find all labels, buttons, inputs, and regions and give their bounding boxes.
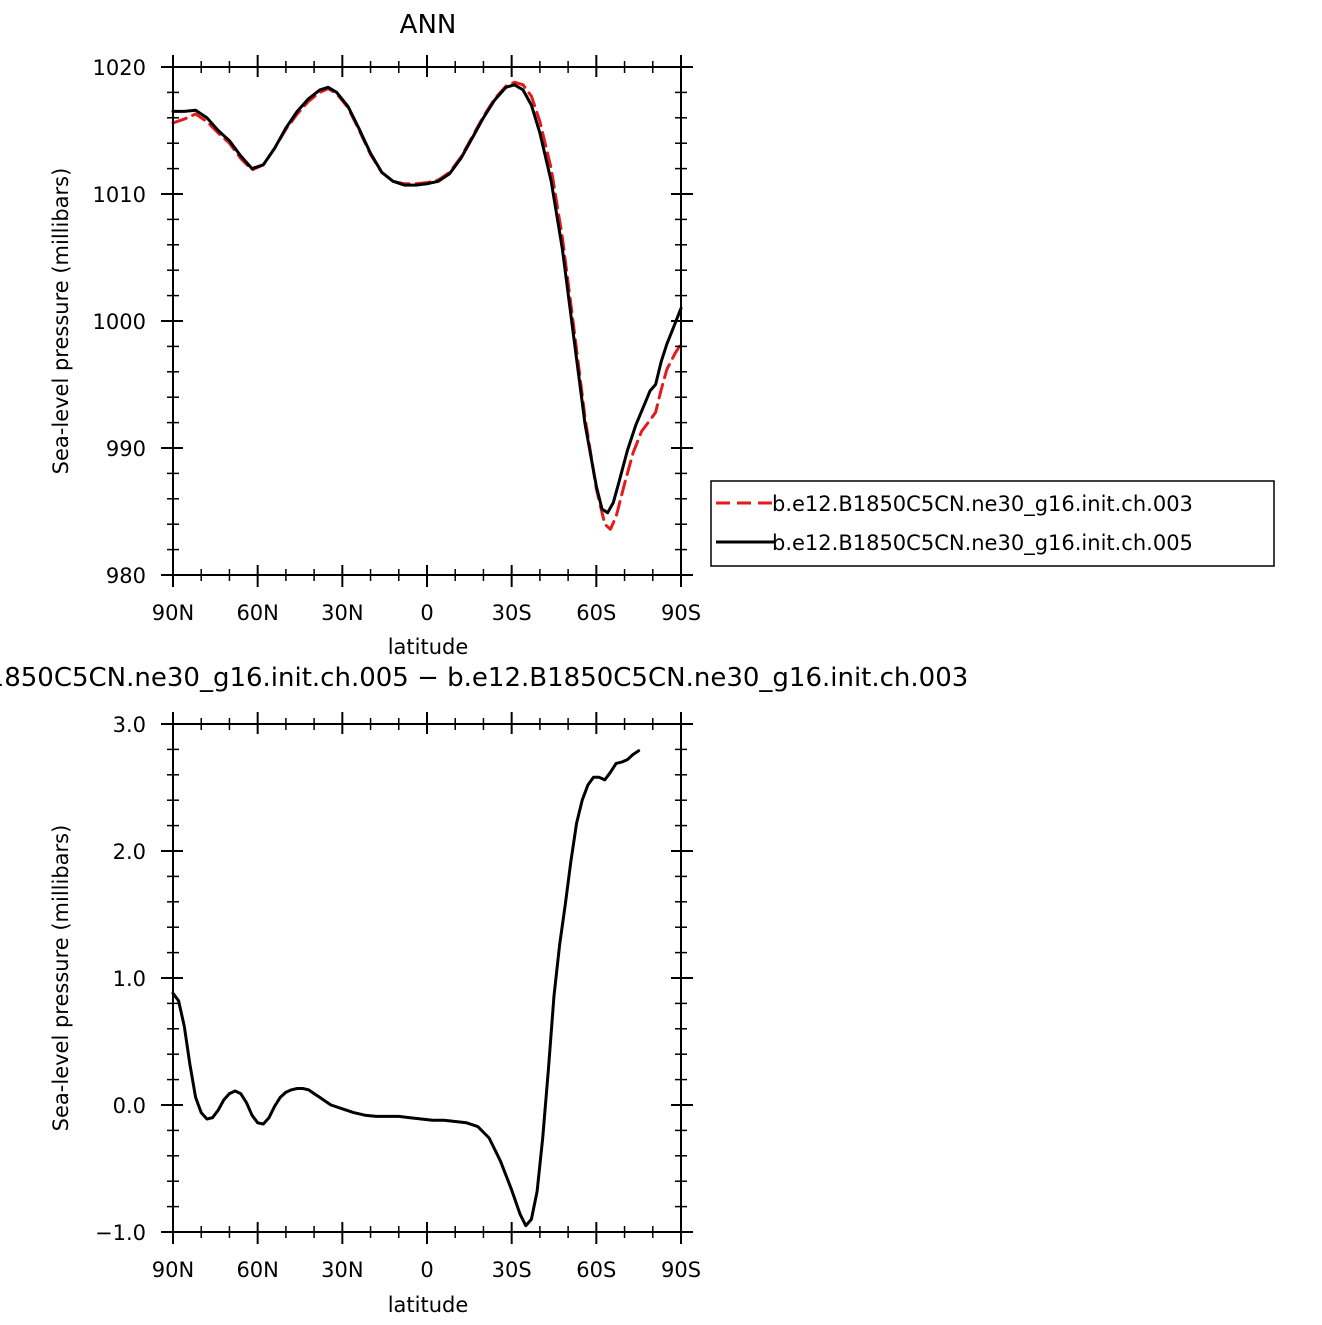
y-tick-label: 1010 <box>93 183 146 207</box>
y-tick-label: 1020 <box>93 56 146 80</box>
y-tick-label: 0.0 <box>113 1094 146 1118</box>
top-chart-title: ANN <box>400 10 457 40</box>
x-tick-label: 90S <box>661 1258 701 1282</box>
x-tick-label: 60N <box>236 1258 278 1282</box>
top-chart: ANN 90N 60N 30N 0 30S 60S 90S 980 990 1000 1010 102… <box>49 10 1275 659</box>
y-tick-label: 1.0 <box>113 967 146 991</box>
y-tick-label: 3.0 <box>113 713 146 737</box>
bottom-plot-frame <box>172 723 682 1233</box>
x-tick-label: 90N <box>152 1258 194 1282</box>
bottom-y-axis-label: Sea-level pressure (millibars) <box>49 825 73 1132</box>
x-tick-label: 30S <box>492 1258 532 1282</box>
y-tick-label: 1000 <box>93 310 146 334</box>
x-tick-label: 0 <box>420 601 433 625</box>
x-tick-label: 90S <box>661 601 701 625</box>
top-plot-frame <box>172 66 682 576</box>
x-tick-label: 30N <box>321 1258 363 1282</box>
x-tick-label: 60N <box>236 601 278 625</box>
y-tick-label: 980 <box>106 564 146 588</box>
top-y-axis-label: Sea-level pressure (millibars) <box>49 168 73 475</box>
series-line-1-0 <box>171 749 641 1228</box>
bottom-chart-title: b.e12.B1850C5CN.ne30_g16.init.ch.005 − b… <box>0 663 968 693</box>
bottom-chart: b.e12.B1850C5CN.ne30_g16.init.ch.005 − b… <box>0 663 968 1317</box>
y-tick-label: 990 <box>106 437 146 461</box>
legend: b.e12.B1850C5CN.ne30_g16.init.ch.003 b.e… <box>710 480 1275 567</box>
top-x-axis-label: latitude <box>388 635 469 659</box>
bottom-x-axis-label: latitude <box>388 1293 469 1317</box>
x-tick-label: 60S <box>576 601 616 625</box>
x-tick-label: 90N <box>152 601 194 625</box>
legend-box <box>710 480 1275 567</box>
series-line-0-1 <box>171 83 683 515</box>
series-line-0-0 <box>171 80 683 531</box>
legend-label-003: b.e12.B1850C5CN.ne30_g16.init.ch.003 <box>772 492 1193 517</box>
x-tick-label: 30S <box>492 601 532 625</box>
legend-label-005: b.e12.B1850C5CN.ne30_g16.init.ch.005 <box>772 531 1193 556</box>
x-tick-label: 60S <box>576 1258 616 1282</box>
y-tick-label: 2.0 <box>113 840 146 864</box>
x-tick-label: 30N <box>321 601 363 625</box>
x-tick-label: 0 <box>420 1258 433 1282</box>
y-tick-label: −1.0 <box>95 1221 146 1245</box>
